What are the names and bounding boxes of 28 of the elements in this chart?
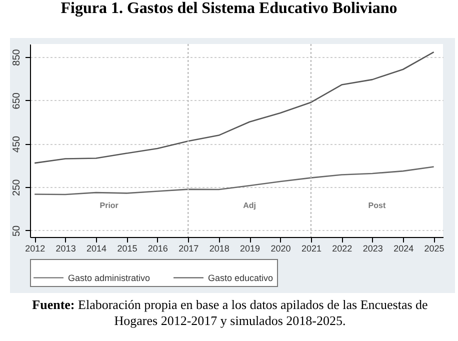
x-tick-label: 2021: [301, 244, 322, 254]
y-tick-label: 250: [12, 178, 22, 196]
x-tick-label: 2022: [332, 244, 352, 254]
x-tick-label: 2019: [240, 244, 260, 254]
annotation: Adj: [243, 201, 256, 210]
x-tick-label: 2015: [117, 244, 138, 254]
x-tick-label: 2016: [148, 244, 168, 254]
chart-title: Figura 1. Gastos del Sistema Educativo Boliviano: [60, 0, 398, 19]
x-tick-label: 2025: [424, 244, 444, 254]
x-tick-label: 2014: [86, 244, 107, 254]
y-tick-label: 450: [12, 135, 22, 153]
x-tick-label: 2012: [25, 244, 46, 254]
x-tick-label: 2024: [394, 244, 414, 254]
x-tick-label: 2020: [270, 244, 291, 254]
line-series: [34, 51, 434, 164]
source-note: Fuente: Elaboración propia en base a los datos apilados de las Encuestas de Hogares 2012-2017 y simulados 2018-2025.: [31, 297, 429, 329]
legend-label: Gasto educativo: [208, 272, 274, 283]
annotation: Post: [368, 201, 386, 210]
x-tick-label: 2023: [362, 244, 383, 254]
x-tick-label: 2018: [209, 244, 230, 254]
x-tick-label: 2017: [178, 244, 199, 254]
y-tick-label: 850: [12, 48, 22, 66]
y-tick-label: 50: [12, 224, 22, 237]
legend-label: Gasto administrativo: [68, 272, 150, 283]
y-tick-label: 650: [12, 92, 22, 110]
x-tick-label: 2013: [56, 244, 76, 254]
annotation: Prior: [100, 201, 118, 210]
line-series: [34, 166, 434, 196]
